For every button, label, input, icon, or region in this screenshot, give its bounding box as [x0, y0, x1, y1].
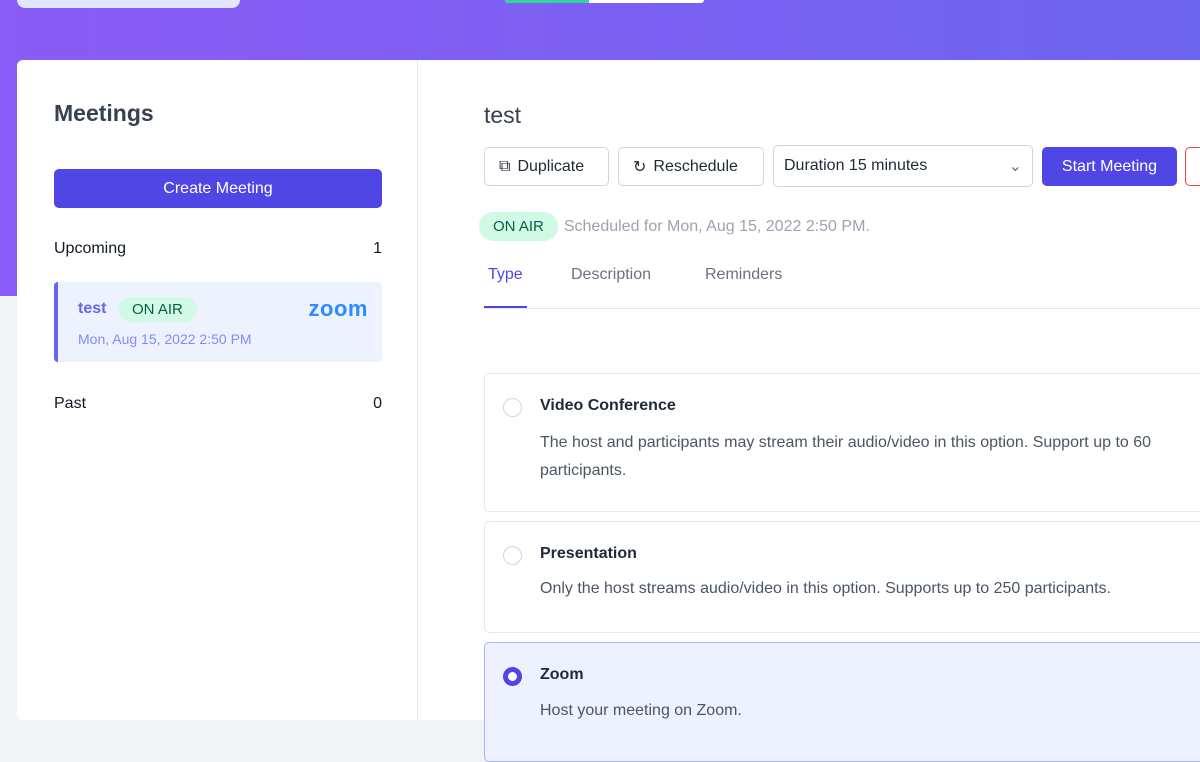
meeting-status: ON AIR Scheduled for Mon, Aug 15, 2022 2:… [479, 212, 870, 241]
option-description: The host and participants may stream the… [540, 434, 1152, 479]
radio-button[interactable] [503, 398, 522, 417]
option-title: Zoom [540, 666, 584, 683]
copy-icon: ⧉ [499, 157, 511, 175]
reschedule-button[interactable]: ↻ Reschedule [618, 147, 764, 186]
duration-value: Duration 15 minutes [784, 157, 928, 174]
create-meeting-button[interactable]: Create Meeting [54, 169, 382, 208]
upcoming-label: Upcoming [54, 240, 127, 257]
meeting-title: test [484, 102, 522, 128]
meeting-name: test [78, 300, 107, 317]
sidebar: Meetings Create Meeting Upcoming 1 test O… [17, 60, 418, 720]
upcoming-count: 1 [373, 240, 382, 257]
tab-description[interactable]: Description [571, 266, 652, 283]
radio-button[interactable] [503, 546, 522, 565]
reschedule-label: Reschedule [653, 157, 738, 175]
option-zoom[interactable]: Zoom Host your meeting on Zoom. [484, 642, 1200, 762]
option-video-conference[interactable]: Video Conference The host and participant… [484, 373, 1200, 512]
meeting-date: Mon, Aug 15, 2022 2:50 PM [78, 331, 252, 347]
meeting-list-item[interactable]: test ON AIR zoom Mon, Aug 15, 2022 2:50 … [54, 282, 382, 362]
option-presentation[interactable]: Presentation Only the host streams audio/… [484, 521, 1200, 633]
option-description: Host your meeting on Zoom. [540, 702, 742, 719]
schedule-text: Scheduled for Mon, Aug 15, 2022 2:50 PM. [563, 217, 870, 235]
sidebar-title: Meetings [54, 100, 154, 126]
tab-reminders[interactable]: Reminders [705, 266, 783, 283]
progress-bar [505, 0, 704, 3]
on-air-badge: ON AIR [118, 297, 197, 322]
duplicate-label: Duplicate [517, 157, 585, 175]
option-description: Only the host streams audio/video in thi… [540, 580, 1111, 597]
delete-button[interactable] [1185, 147, 1200, 186]
refresh-icon: ↻ [633, 158, 647, 176]
upcoming-section[interactable]: Upcoming 1 [54, 240, 382, 258]
past-count: 0 [373, 395, 382, 412]
tab-type[interactable]: Type [484, 266, 527, 308]
chevron-down-icon: ⌄ [1008, 158, 1022, 175]
meetings-panel: Meetings Create Meeting Upcoming 1 test O… [17, 60, 1200, 762]
radio-button-selected[interactable] [503, 667, 522, 686]
option-title: Video Conference [540, 397, 676, 414]
on-air-badge: ON AIR [479, 212, 558, 241]
duration-select[interactable]: Duration 15 minutes ⌄ [773, 145, 1033, 187]
start-meeting-button[interactable]: Start Meeting [1042, 147, 1177, 186]
past-section[interactable]: Past 0 [54, 395, 382, 413]
past-label: Past [54, 395, 87, 412]
zoom-logo: zoom [308, 296, 368, 321]
duplicate-button[interactable]: ⧉ Duplicate [484, 147, 609, 186]
top-search-box[interactable] [17, 0, 240, 8]
tab-bar: Type Description Reminders [484, 260, 1200, 309]
progress-fill [505, 0, 589, 3]
option-title: Presentation [540, 545, 637, 562]
